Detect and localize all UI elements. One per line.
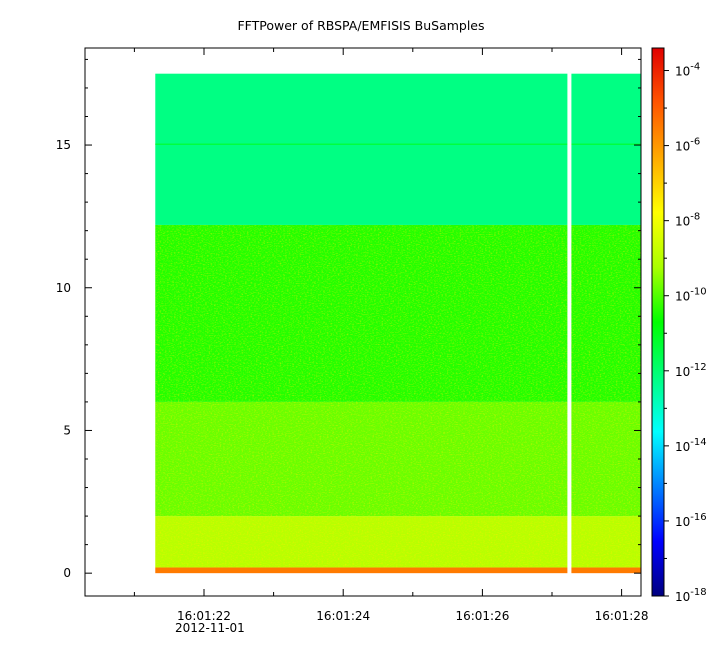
- y-tick-label: 0: [63, 566, 71, 580]
- colorbar-tick-label: 10-10: [675, 287, 707, 304]
- colorbar-tick-label: 10-12: [675, 362, 707, 379]
- colorbar-tick-label: 10-6: [675, 137, 700, 154]
- colorbar-tick-label: 10-14: [675, 437, 707, 454]
- x-axis: 16:01:22 16:01:24 16:01:26 16:01:28: [133, 48, 649, 623]
- spectral-line: [155, 143, 641, 145]
- x-tick-label: 16:01:28: [595, 609, 649, 623]
- plot-frame: [84, 47, 642, 597]
- x-date-label: 2012-11-01: [175, 621, 245, 635]
- y-tick-label: 15: [56, 138, 71, 152]
- x-tick-label: 16:01:24: [316, 609, 370, 623]
- y-tick-label: 5: [63, 423, 71, 437]
- colorbar-tick-label: 10-4: [675, 62, 700, 79]
- y-axis: 0 5 10 15: [56, 58, 641, 580]
- colorbar-scale: [651, 47, 665, 597]
- colorbar: 10-4 10-6 10-8 10-10 10-12 10-14 10-16 10-18: [651, 47, 707, 604]
- data-gap: [567, 72, 572, 579]
- spectrogram-band: [155, 73, 641, 225]
- y-tick-label: 10: [56, 281, 71, 295]
- colorbar-tick-label: 10-16: [675, 512, 707, 529]
- colorbar-tick-label: 10-18: [675, 587, 707, 604]
- colorbar-tick-label: 10-8: [675, 212, 700, 229]
- chart-title: FFTPower of RBSPA/EMFISIS BuSamples: [237, 18, 484, 33]
- x-tick-label: 16:01:26: [455, 609, 509, 623]
- spectrogram-texture: [155, 224, 641, 568]
- x-tick-label: 16:01:22: [177, 609, 231, 623]
- spectrogram-plot: [155, 72, 641, 579]
- spectrogram-band: [155, 567, 641, 574]
